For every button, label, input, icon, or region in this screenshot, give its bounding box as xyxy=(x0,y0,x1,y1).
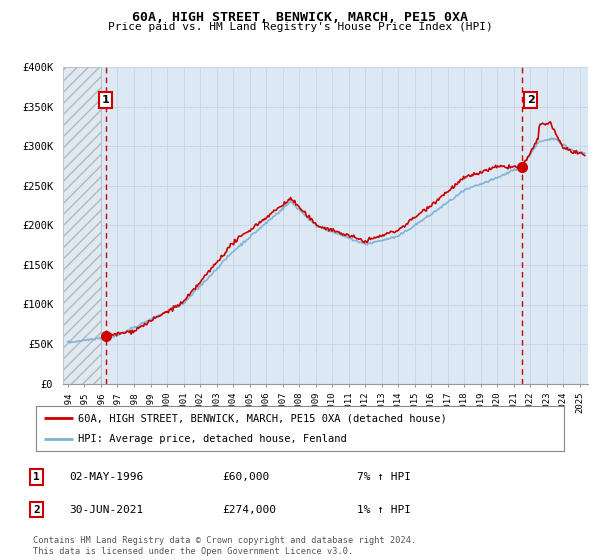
Text: £274,000: £274,000 xyxy=(222,505,276,515)
Text: 60A, HIGH STREET, BENWICK, MARCH, PE15 0XA (detached house): 60A, HIGH STREET, BENWICK, MARCH, PE15 0… xyxy=(78,413,447,423)
Text: £60,000: £60,000 xyxy=(222,472,269,482)
Text: 1: 1 xyxy=(101,95,109,105)
Text: Price paid vs. HM Land Registry's House Price Index (HPI): Price paid vs. HM Land Registry's House … xyxy=(107,22,493,32)
Text: 7% ↑ HPI: 7% ↑ HPI xyxy=(357,472,411,482)
Text: 30-JUN-2021: 30-JUN-2021 xyxy=(69,505,143,515)
Text: HPI: Average price, detached house, Fenland: HPI: Average price, detached house, Fenl… xyxy=(78,433,347,444)
Text: 2: 2 xyxy=(527,95,535,105)
Text: 1% ↑ HPI: 1% ↑ HPI xyxy=(357,505,411,515)
Text: 2: 2 xyxy=(33,505,40,515)
Text: 1: 1 xyxy=(33,472,40,482)
Text: Contains HM Land Registry data © Crown copyright and database right 2024.
This d: Contains HM Land Registry data © Crown c… xyxy=(33,536,416,556)
Text: 60A, HIGH STREET, BENWICK, MARCH, PE15 0XA: 60A, HIGH STREET, BENWICK, MARCH, PE15 0… xyxy=(132,11,468,24)
Text: 02-MAY-1996: 02-MAY-1996 xyxy=(69,472,143,482)
Bar xyxy=(63,67,101,384)
